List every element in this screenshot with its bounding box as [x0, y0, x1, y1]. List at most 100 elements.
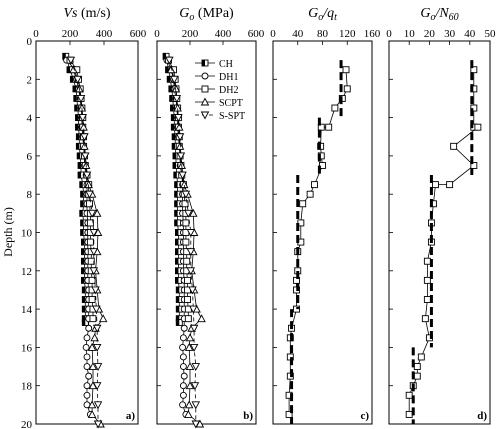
data-point	[87, 409, 97, 418]
data-point	[89, 229, 99, 237]
title-var: G	[420, 6, 430, 21]
data-point	[413, 363, 421, 370]
data-point	[180, 324, 188, 332]
data-point-fill	[176, 296, 180, 303]
data-point	[191, 363, 201, 371]
data-point	[88, 276, 96, 284]
data-point-fill	[169, 95, 173, 102]
x-tick-label: 40	[292, 28, 304, 40]
data-point-fill	[174, 210, 178, 217]
data-point	[85, 324, 93, 332]
data-point	[166, 65, 176, 74]
data-point	[189, 208, 198, 217]
data-point	[179, 363, 187, 370]
data-point-fill	[165, 66, 169, 73]
legend-label: S-SPT	[219, 111, 245, 122]
series-line	[70, 60, 99, 424]
data-point	[89, 248, 99, 257]
data-point	[83, 334, 91, 342]
x-tick-label: 400	[215, 28, 232, 40]
series-average	[411, 60, 474, 424]
legend-label: SCPT	[219, 98, 243, 109]
data-point	[180, 372, 188, 380]
title-div-sub: 60	[449, 12, 459, 23]
data-point	[342, 66, 350, 74]
data-point-fill	[175, 248, 179, 255]
panel-letter: c)	[360, 410, 369, 422]
data-point-fill	[175, 239, 179, 246]
data-point	[432, 181, 439, 189]
panel-letter: a)	[126, 410, 136, 422]
data-point	[86, 200, 94, 208]
series-line	[73, 69, 104, 425]
data-point	[306, 190, 314, 198]
data-point	[85, 372, 93, 380]
data-point	[179, 382, 187, 390]
data-point	[188, 286, 197, 295]
x-tick-label: 40	[464, 28, 476, 40]
data-point-fill	[73, 95, 77, 102]
data-point-fill	[174, 191, 178, 198]
data-point-fill	[174, 181, 178, 188]
legend-marker	[200, 97, 210, 106]
data-point	[89, 315, 97, 323]
data-point	[91, 286, 100, 295]
y-tick-label: 20	[21, 419, 33, 429]
data-point	[186, 229, 196, 237]
y-tick-label: 10	[21, 228, 33, 240]
x-tick-label: 160	[364, 28, 381, 40]
panel-title: Go/qt	[308, 6, 337, 23]
data-point-fill	[163, 53, 167, 60]
data-point	[92, 343, 102, 352]
data-point	[76, 94, 86, 103]
y-tick-label: 12	[21, 266, 32, 278]
x-tick-label: 600	[130, 28, 147, 40]
data-point	[184, 315, 192, 323]
data-point	[423, 276, 431, 284]
data-point	[325, 123, 333, 131]
data-point	[319, 162, 326, 169]
plot-frame	[388, 40, 491, 425]
data-point	[83, 382, 91, 390]
data-point	[165, 56, 174, 65]
y-tick-label: 2	[27, 74, 33, 86]
data-point-fill	[172, 152, 176, 159]
panel-b: 0 200 400 600 Go (MPa) b) CH DH1 DH2 SCPT S-SPT	[154, 6, 265, 429]
data-point-fill	[80, 219, 84, 226]
series-line	[408, 69, 480, 415]
x-tick-label: 30	[444, 28, 456, 40]
data-point	[189, 305, 198, 314]
x-tick-label: 400	[96, 28, 113, 40]
data-point	[179, 401, 187, 409]
x-tick-label: 80	[317, 28, 329, 40]
x-tick-label: 50	[485, 28, 497, 40]
data-point	[190, 382, 200, 391]
data-point-fill	[176, 306, 180, 313]
title-unit: (MPa)	[194, 6, 234, 21]
data-point	[181, 190, 191, 199]
data-point	[311, 181, 318, 189]
plot-frame	[272, 40, 373, 425]
y-tick-label: 6	[27, 151, 33, 163]
panel-title: Vs (m/s)	[63, 6, 110, 21]
data-point	[421, 315, 429, 323]
data-point	[413, 372, 421, 380]
data-point-fill	[82, 315, 86, 322]
legend: CH DH1 DH2 SCPT S-SPT	[195, 59, 245, 122]
data-point-fill	[67, 66, 70, 73]
title-div: /N	[434, 6, 449, 21]
panel-title: Go (MPa)	[179, 6, 234, 23]
data-point	[92, 208, 102, 217]
x-tick-label: 0	[33, 28, 39, 40]
data-point-fill	[76, 133, 80, 140]
data-point-fill	[82, 286, 86, 293]
data-point	[82, 343, 90, 351]
data-point-fill	[173, 172, 177, 179]
y-tick-label: 0	[27, 36, 33, 48]
data-point-fill	[80, 191, 84, 198]
x-tick-label: 200	[62, 28, 79, 40]
data-point	[86, 238, 94, 246]
title-sub: o	[189, 12, 194, 23]
legend-label: DH1	[219, 72, 238, 83]
data-point	[417, 353, 425, 361]
